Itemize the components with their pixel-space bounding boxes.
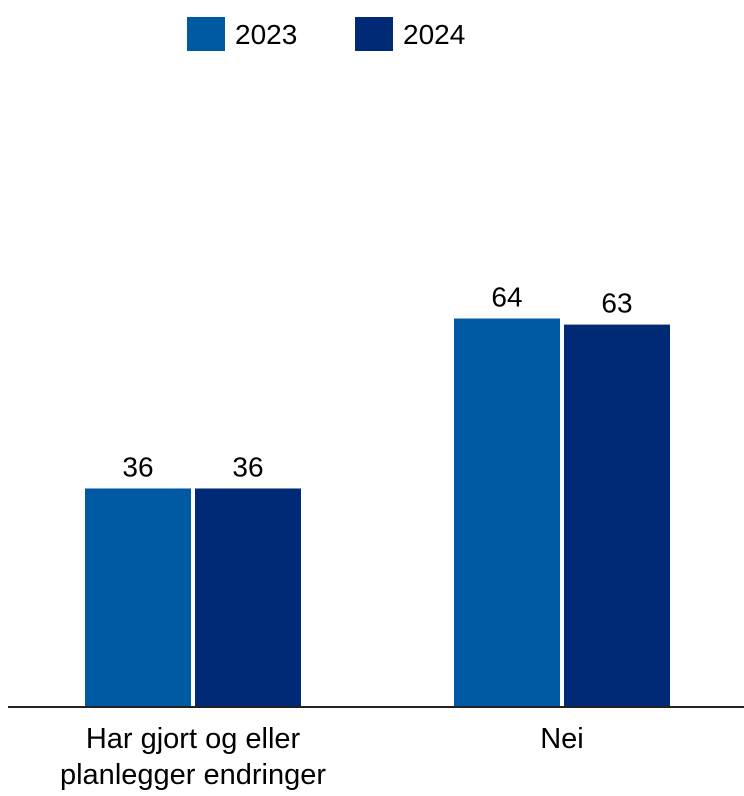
bars	[85, 318, 670, 707]
category-label-cat1-line0: Nei	[540, 723, 584, 755]
legend-swatch-2023	[187, 17, 225, 51]
bar-2023-cat1	[454, 318, 560, 707]
category-label-cat0-line0: Har gjort og eller	[86, 723, 301, 755]
bar-2024-cat0	[195, 488, 301, 707]
legend-swatch-2024	[355, 17, 393, 51]
legend-label-2023: 2023	[235, 19, 297, 50]
data-label-2023-cat0: 36	[122, 451, 153, 482]
category-label-cat0-line1: planlegger endringer	[60, 759, 326, 791]
data-label-2024-cat0: 36	[232, 451, 263, 482]
legend-label-2024: 2024	[403, 19, 465, 50]
category-labels: Har gjort og eller planlegger endringer Ne…	[60, 723, 584, 791]
data-label-2024-cat1: 63	[601, 288, 632, 319]
legend: 2023 2024	[187, 17, 465, 51]
value-labels: 36 36 64 63	[122, 282, 632, 483]
bar-2023-cat0	[85, 488, 191, 707]
bar-2024-cat1	[564, 324, 670, 707]
data-label-2023-cat1: 64	[491, 282, 522, 313]
